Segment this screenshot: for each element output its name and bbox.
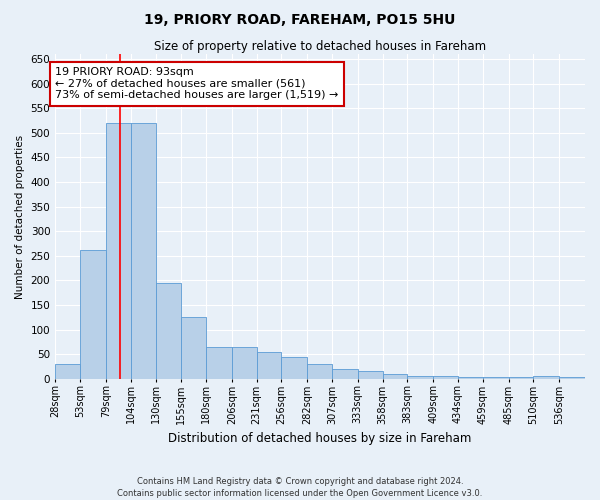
Text: 19, PRIORY ROAD, FAREHAM, PO15 5HU: 19, PRIORY ROAD, FAREHAM, PO15 5HU	[145, 12, 455, 26]
Bar	[383, 374, 407, 378]
X-axis label: Distribution of detached houses by size in Fareham: Distribution of detached houses by size …	[169, 432, 472, 445]
Bar	[433, 376, 458, 378]
Bar	[80, 250, 106, 378]
Bar	[332, 369, 358, 378]
Text: 19 PRIORY ROAD: 93sqm
← 27% of detached houses are smaller (561)
73% of semi-det: 19 PRIORY ROAD: 93sqm ← 27% of detached …	[55, 67, 338, 100]
Bar	[206, 347, 232, 378]
Bar	[281, 356, 307, 378]
Title: Size of property relative to detached houses in Fareham: Size of property relative to detached ho…	[154, 40, 486, 53]
Bar	[358, 372, 383, 378]
Bar	[55, 364, 80, 378]
Bar	[232, 347, 257, 378]
Bar	[106, 123, 131, 378]
Bar	[131, 123, 157, 378]
Bar	[307, 364, 332, 378]
Bar	[257, 352, 281, 378]
Bar	[157, 283, 181, 378]
Text: Contains HM Land Registry data © Crown copyright and database right 2024.
Contai: Contains HM Land Registry data © Crown c…	[118, 476, 482, 498]
Bar	[407, 376, 433, 378]
Bar	[533, 376, 559, 378]
Bar	[181, 318, 206, 378]
Y-axis label: Number of detached properties: Number of detached properties	[15, 134, 25, 298]
